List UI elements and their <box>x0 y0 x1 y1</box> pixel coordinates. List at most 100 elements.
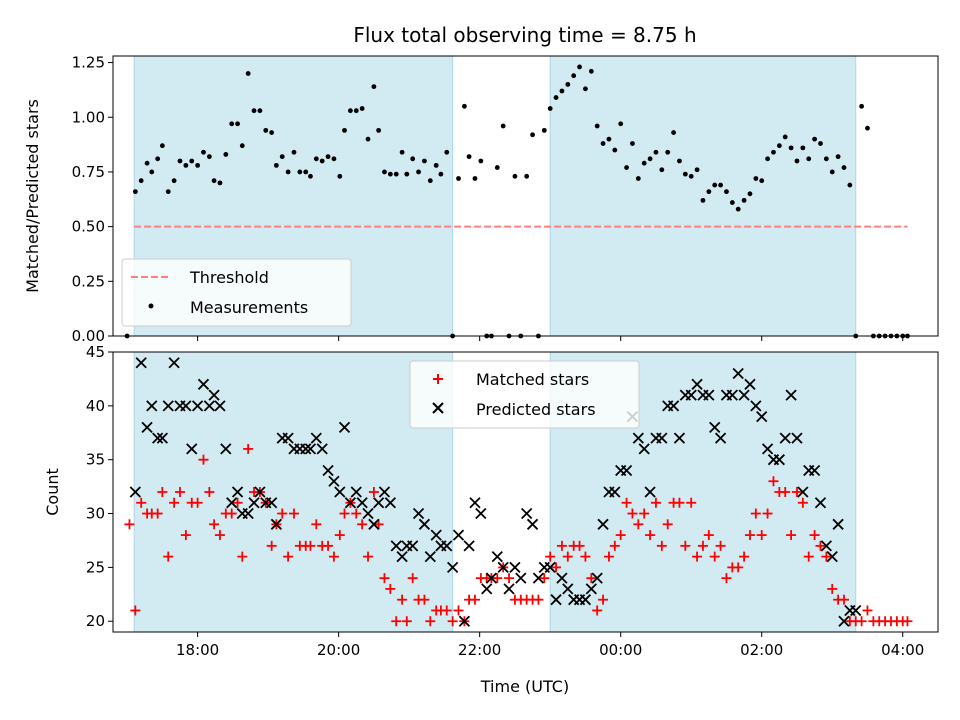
measurement-point <box>165 189 171 195</box>
measurement-point <box>376 127 381 133</box>
predicted-marker-b <box>644 486 656 498</box>
measurement-point <box>382 169 387 175</box>
predicted-star-point <box>732 367 744 380</box>
measurement-point <box>665 149 671 155</box>
predicted-star-point <box>761 443 774 455</box>
predicted-marker-b <box>197 378 210 390</box>
measurement-point <box>427 178 433 184</box>
predicted-star-point <box>509 561 521 574</box>
predicted-star-point <box>726 389 738 401</box>
predicted-star-point <box>378 486 391 498</box>
measurement-point <box>478 158 484 164</box>
predicted-marker-b <box>491 550 503 563</box>
measurement-point <box>359 106 365 111</box>
measurement-point <box>553 95 559 100</box>
matched-star-point <box>645 530 656 541</box>
predicted-marker-b <box>475 507 487 520</box>
predicted-marker-b <box>691 378 703 390</box>
top-y-axis: 0.00 0.25 0.50 0.75 1.00 1.25 <box>72 54 113 345</box>
measurement-point <box>818 141 823 146</box>
predicted-star-point <box>773 454 785 466</box>
predicted-star-point <box>685 389 697 401</box>
predicted-star-point <box>562 583 574 595</box>
measurement-point <box>530 132 535 138</box>
measurement-point <box>794 158 800 164</box>
predicted-marker-b <box>673 432 686 444</box>
matched-star-point <box>401 616 412 627</box>
predicted-marker-b <box>304 443 317 455</box>
measurement-point <box>718 182 723 188</box>
predicted-marker-b <box>544 561 556 574</box>
predicted-star-point <box>515 572 527 584</box>
predicted-marker-b <box>562 583 574 595</box>
x-tick-label: 00:00 <box>599 641 642 659</box>
predicted-marker-b <box>270 518 282 530</box>
predicted-marker-b <box>452 529 465 541</box>
threshold-legend-label: Threshold <box>189 268 269 287</box>
predicted-marker-b <box>141 421 153 434</box>
predicted-star-point <box>316 443 328 455</box>
predicted-marker-b <box>503 583 515 595</box>
predicted-star-point <box>550 594 562 606</box>
matched-star-point <box>856 616 867 627</box>
matched-star-point <box>744 530 755 541</box>
measurement-point <box>201 149 206 155</box>
measurement-point <box>712 182 718 188</box>
predicted-marker-b <box>808 464 821 477</box>
predicted-marker-b <box>316 443 328 455</box>
measurement-point <box>251 108 257 114</box>
measurement-point <box>577 64 582 70</box>
matched-star-point <box>368 487 379 497</box>
predicted-marker-b <box>322 464 334 477</box>
top-legend-box <box>121 258 352 327</box>
predicted-star-point <box>656 432 668 444</box>
matched-star-point <box>674 497 685 508</box>
matched-star-point <box>379 573 390 584</box>
measurement-point <box>223 152 229 157</box>
predicted-marker-b <box>412 507 425 520</box>
measurement-point <box>279 154 285 160</box>
predicted-marker-b <box>146 400 158 412</box>
predicted-star-point <box>407 540 419 552</box>
predicted-marker-b <box>266 497 278 509</box>
predicted-star-point <box>785 389 797 401</box>
measurement-point <box>571 73 577 79</box>
predicted-marker-b <box>579 594 592 606</box>
matched-star-point <box>786 530 797 541</box>
matched-star-point <box>803 551 814 562</box>
predicted-marker-b <box>509 561 521 574</box>
matched-star-point <box>351 508 362 519</box>
predicted-star-point <box>544 561 556 574</box>
measurement-point <box>600 141 606 146</box>
predicted-marker-b <box>785 389 797 401</box>
matched-star-point <box>533 594 544 605</box>
matched-star-point <box>130 605 141 616</box>
measurement-point <box>144 160 150 166</box>
measurement-point <box>472 176 478 181</box>
measurement-point <box>177 158 183 164</box>
measurement-point <box>547 106 553 111</box>
predicted-star-point <box>226 497 238 509</box>
measurement-point <box>759 178 765 184</box>
measurement-point <box>285 169 291 175</box>
predicted-marker-b <box>350 486 362 498</box>
matched-star-point <box>447 616 458 627</box>
predicted-marker-b <box>585 583 597 595</box>
predicted-marker-b <box>779 432 791 444</box>
measurement-point <box>806 156 812 162</box>
measurement-point <box>195 162 201 168</box>
bottom-legend: Matched stars Predicted stars <box>409 360 640 429</box>
predicted-marker-b <box>773 454 785 466</box>
measurement-point <box>319 158 325 164</box>
bottom-panel: 20 25 30 35 40 45 18:00 20:00 22:00 00:00 02:00 04… <box>43 343 939 696</box>
bottom-x-axis: 18:00 20:00 22:00 00:00 02:00 04:00 <box>176 632 924 659</box>
matched-star-point <box>545 551 556 562</box>
bottom-y-axis: 20 25 30 35 40 45 <box>86 343 113 630</box>
y-tick-label: 0.00 <box>72 327 105 345</box>
y-tick-label: 40 <box>86 397 105 415</box>
matched-star-point <box>163 551 174 562</box>
predicted-star-point <box>797 486 809 498</box>
predicted-marker-b <box>481 583 493 595</box>
measurements-legend-label: Measurements <box>190 298 308 317</box>
matched-star-point <box>692 551 703 562</box>
